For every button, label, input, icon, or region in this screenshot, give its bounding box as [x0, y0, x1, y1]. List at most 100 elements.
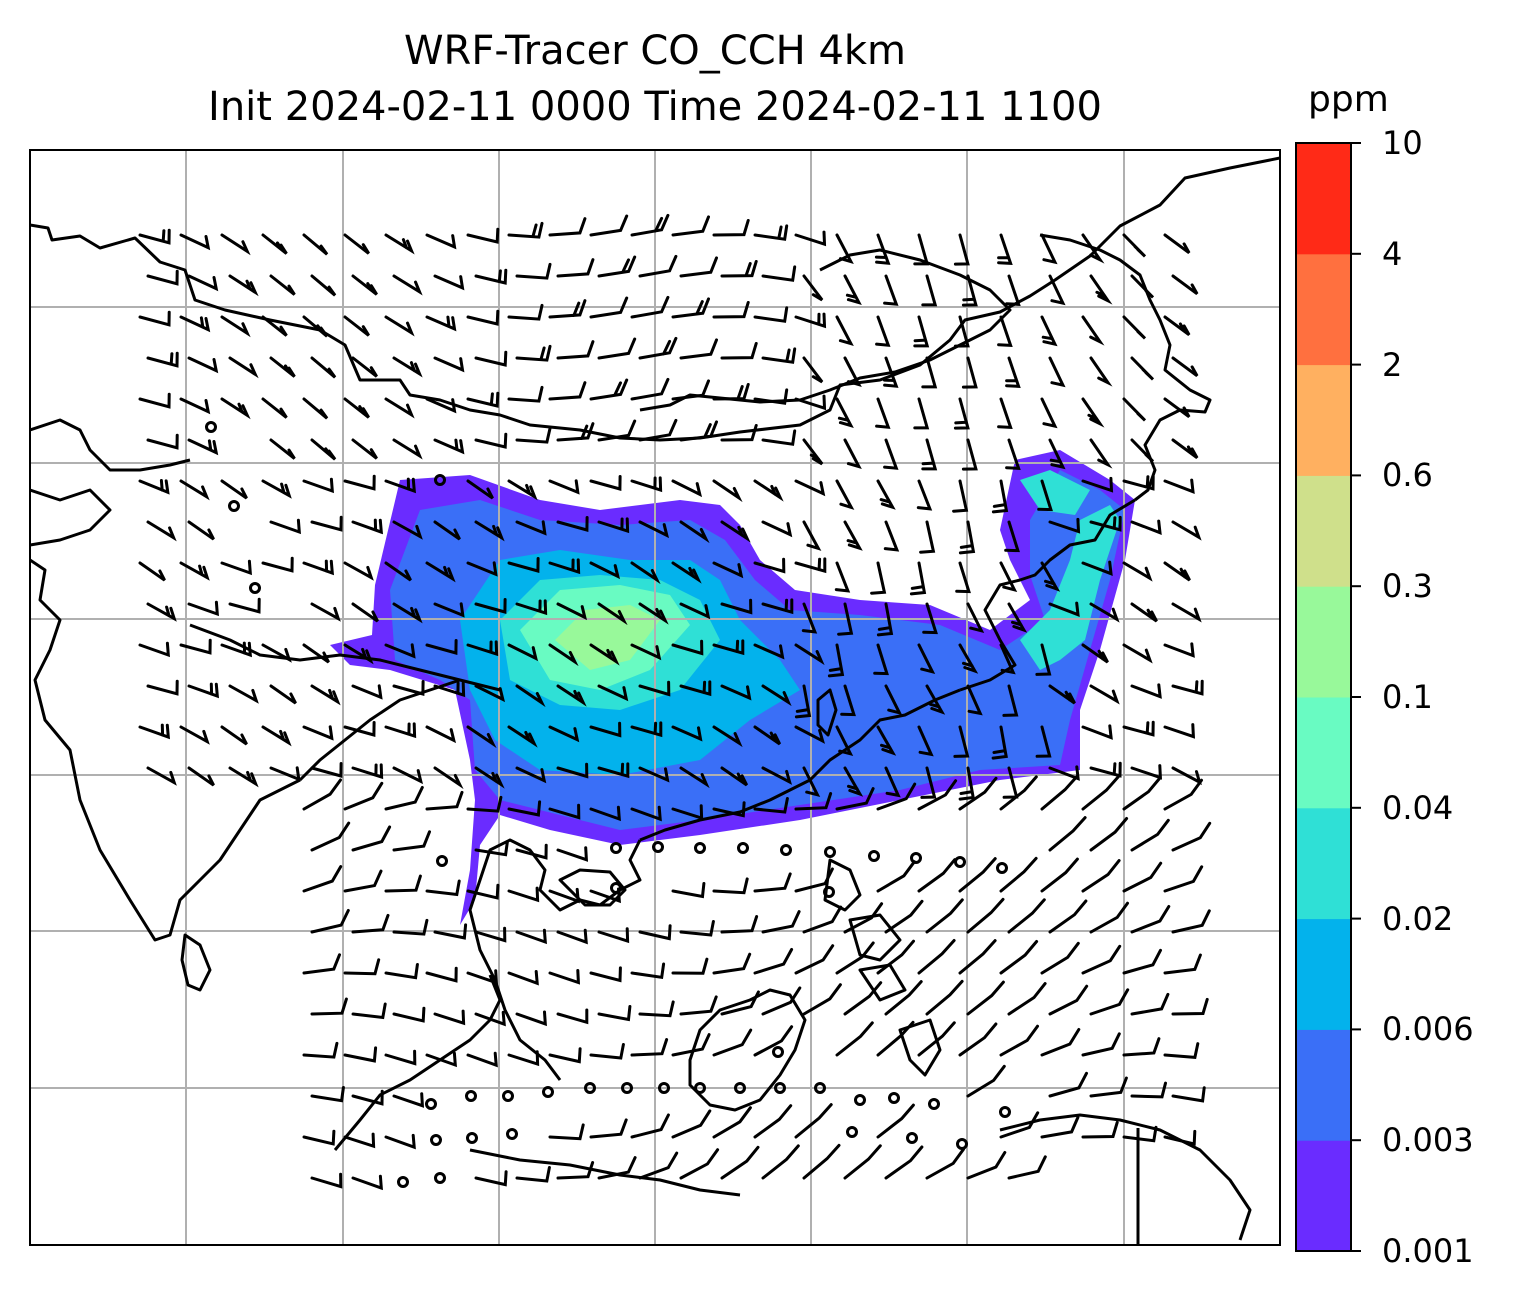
wind-barb	[843, 766, 864, 797]
wind-barb	[835, 787, 875, 811]
wind-barb	[548, 887, 580, 904]
wind-barb	[597, 255, 637, 278]
wind-barb	[802, 905, 843, 934]
wind-barb	[1163, 953, 1202, 975]
wind-barb	[873, 643, 889, 676]
wind-barb	[630, 643, 662, 661]
wind-barb	[1089, 356, 1113, 387]
wind-barb	[466, 725, 497, 749]
wind-barb	[1002, 684, 1019, 717]
wind-barb	[220, 315, 251, 338]
wind-barb	[425, 561, 456, 583]
wind-barb	[138, 392, 171, 409]
wind-barb	[1048, 684, 1076, 705]
calm-wind-markers	[205, 421, 1011, 1188]
wind-barb	[179, 638, 212, 655]
wind-barb	[999, 643, 1016, 675]
wind-barb	[753, 643, 785, 660]
wind-barb	[874, 233, 891, 265]
wind-barb	[1089, 274, 1113, 305]
wind-barb	[794, 394, 827, 411]
wind-barb	[474, 350, 508, 367]
colorbar-tick-label: 0.003	[1382, 1121, 1474, 1160]
wind-barb	[1122, 948, 1162, 975]
wind-barb	[425, 233, 457, 250]
wind-barb	[1163, 1042, 1200, 1060]
wind-barb	[671, 804, 704, 821]
wind-barb	[425, 725, 457, 744]
wind-barb	[515, 426, 552, 444]
wind-barb	[1130, 905, 1171, 934]
wind-barb	[1048, 765, 1080, 781]
calm-wind-marker	[465, 1090, 477, 1102]
wind-barb	[392, 356, 423, 378]
wind-barb	[966, 1151, 1007, 1180]
wind-barb	[392, 918, 429, 936]
wind-barb	[1040, 941, 1080, 975]
colorbar-tick-label: 0.006	[1382, 1010, 1474, 1049]
wind-barb	[1081, 724, 1113, 740]
wind-barb	[761, 684, 792, 707]
wind-barb	[589, 721, 622, 738]
wind-barb	[302, 1041, 339, 1059]
wind-barb	[638, 924, 672, 941]
wind-barb	[269, 684, 297, 705]
wind-barb	[753, 388, 789, 405]
wind-barb	[474, 1010, 506, 1027]
wind-barb	[343, 869, 383, 893]
wind-barb	[1122, 1037, 1161, 1057]
wind-barb	[1122, 561, 1153, 582]
wind-barb	[310, 274, 337, 297]
wind-barb	[834, 561, 851, 593]
wind-barb	[1081, 643, 1109, 664]
wind-barb	[712, 877, 749, 895]
wind-barb	[638, 680, 671, 697]
wind-barb	[392, 766, 424, 785]
wind-barb	[671, 479, 703, 498]
wind-barb	[753, 224, 789, 241]
wind-barb	[220, 641, 252, 658]
wind-barb	[720, 990, 760, 1016]
wind-barb	[753, 557, 786, 574]
wind-barb	[917, 858, 957, 893]
wind-barb	[1040, 857, 1079, 893]
wind-barb	[179, 233, 211, 251]
wind-barb	[589, 378, 629, 401]
wind-barb	[753, 1025, 794, 1057]
wind-barb	[425, 639, 458, 655]
wind-barb	[433, 438, 465, 455]
wind-barb	[392, 602, 423, 624]
wind-barb	[351, 518, 383, 535]
wind-barb	[1163, 315, 1191, 337]
wind-barb	[638, 1000, 675, 1018]
wind-barb	[870, 561, 887, 595]
wind-barb	[761, 265, 797, 282]
wind-barb	[1171, 1086, 1206, 1103]
wind-barb	[1048, 899, 1088, 934]
wind-barb	[507, 557, 540, 573]
wind-barb	[597, 517, 630, 534]
wind-barb	[835, 397, 854, 429]
wind-barb	[999, 775, 1038, 811]
wind-barb	[146, 766, 177, 786]
map-title-line-1: WRF-Tracer CO_CCH 4km	[403, 28, 907, 74]
wind-barb	[466, 1051, 498, 1068]
wind-barb	[920, 766, 937, 799]
wind-barb	[425, 1051, 457, 1068]
wind-barb	[1089, 817, 1129, 852]
wind-barb	[835, 941, 875, 975]
wind-barb	[515, 684, 546, 708]
wind-barb	[913, 397, 930, 430]
colorbar-tick-label: 0.04	[1382, 788, 1454, 827]
wind-barb	[228, 597, 261, 614]
calm-wind-marker	[814, 1082, 826, 1094]
wind-barb	[351, 1174, 383, 1191]
wind-barb	[1081, 560, 1113, 576]
calm-wind-marker	[888, 1092, 900, 1104]
wind-barb	[1048, 816, 1087, 852]
map-title-line-2: Init 2024-02-11 0000 Time 2024-02-11 110…	[208, 84, 1102, 130]
wind-barb	[883, 274, 899, 306]
wind-barb	[310, 602, 341, 622]
wind-barb	[269, 766, 301, 782]
wind-barb	[720, 1145, 760, 1180]
